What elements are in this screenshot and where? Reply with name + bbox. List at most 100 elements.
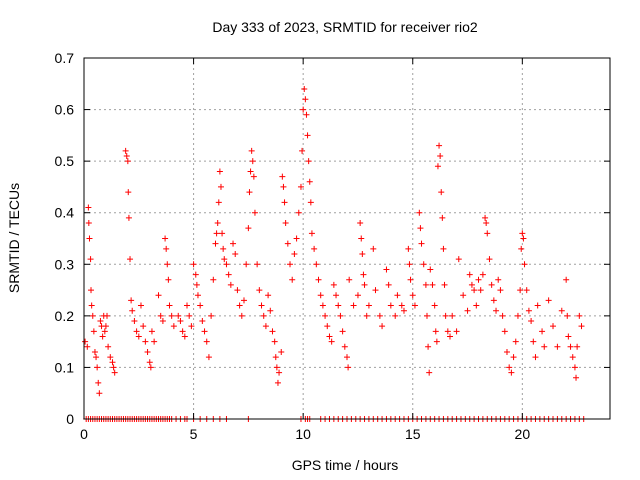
data-point (438, 189, 445, 196)
data-point (569, 354, 576, 361)
data-points (82, 85, 587, 422)
data-point (539, 328, 546, 335)
data-point (344, 354, 350, 361)
data-point (354, 292, 361, 299)
data-point (479, 271, 486, 278)
data-point (578, 323, 585, 330)
data-point (89, 312, 96, 319)
data-point (409, 292, 416, 299)
data-point (488, 281, 495, 288)
data-point (427, 266, 434, 273)
data-point (192, 271, 199, 278)
data-point (194, 292, 201, 299)
y-tick-label: 0.5 (55, 153, 75, 169)
data-point (279, 173, 286, 180)
x-tick-label: 5 (190, 426, 198, 442)
data-point (433, 338, 440, 345)
data-point (394, 292, 401, 299)
data-point (95, 379, 102, 386)
data-point (208, 312, 215, 319)
data-point (558, 307, 565, 314)
data-point (484, 230, 491, 237)
data-point (300, 106, 307, 113)
data-point (417, 225, 424, 232)
data-point (573, 374, 580, 381)
data-point (532, 354, 539, 361)
data-point (392, 312, 399, 319)
data-point (110, 364, 117, 371)
data-point (305, 158, 312, 165)
data-point (359, 250, 366, 257)
data-point (439, 214, 446, 221)
data-point (284, 240, 291, 247)
data-point (251, 209, 258, 216)
data-point (563, 276, 570, 283)
data-point (437, 152, 444, 159)
data-point (550, 323, 557, 330)
data-point (184, 302, 191, 309)
data-point (291, 250, 298, 257)
data-point (238, 312, 245, 319)
y-tick-label: 0.6 (55, 102, 75, 118)
data-point (217, 183, 224, 190)
data-point (125, 189, 132, 196)
data-point (335, 302, 342, 309)
data-point (214, 220, 221, 227)
data-point (128, 297, 135, 304)
data-point (295, 209, 302, 216)
data-point (370, 245, 377, 252)
data-point (541, 343, 548, 350)
data-point (168, 312, 175, 319)
x-tick-label: 15 (405, 426, 421, 442)
data-point (400, 307, 407, 314)
data-point (146, 359, 153, 366)
x-tick-label: 10 (295, 426, 311, 442)
data-point (303, 111, 310, 118)
data-point (163, 245, 170, 252)
data-point (501, 328, 508, 335)
data-point (101, 328, 108, 335)
data-point (262, 323, 269, 330)
data-point (162, 235, 169, 242)
data-point (199, 318, 206, 325)
data-point (313, 261, 320, 268)
data-point (425, 343, 432, 350)
data-point (422, 281, 429, 288)
data-point (144, 348, 151, 355)
data-point (249, 158, 256, 165)
data-point (420, 261, 427, 268)
data-point (436, 142, 443, 149)
data-point (107, 354, 114, 361)
data-point (411, 302, 418, 309)
data-point (576, 312, 583, 319)
data-point (440, 245, 447, 252)
data-point (423, 312, 430, 319)
plot-frame (83, 57, 611, 420)
data-point (453, 328, 460, 335)
data-point (444, 328, 451, 335)
data-point (365, 302, 372, 309)
data-point (280, 183, 287, 190)
data-point (175, 312, 182, 319)
data-point (545, 297, 552, 304)
data-point (82, 338, 89, 345)
data-point (269, 328, 276, 335)
data-point (519, 230, 526, 237)
data-point (337, 312, 344, 319)
data-point (181, 333, 188, 340)
data-point (273, 364, 280, 371)
x-axis-label: GPS time / hours (292, 457, 399, 473)
data-point (418, 240, 425, 247)
data-point (475, 276, 482, 283)
data-point (483, 220, 490, 227)
data-point (477, 287, 484, 294)
data-point (345, 364, 352, 371)
y-tick-label: 0.7 (55, 50, 75, 66)
data-point (210, 276, 217, 283)
data-point (319, 302, 326, 309)
data-point (508, 369, 515, 376)
data-point (88, 287, 95, 294)
data-point (87, 256, 94, 263)
data-point (523, 287, 530, 294)
data-point (317, 292, 324, 299)
